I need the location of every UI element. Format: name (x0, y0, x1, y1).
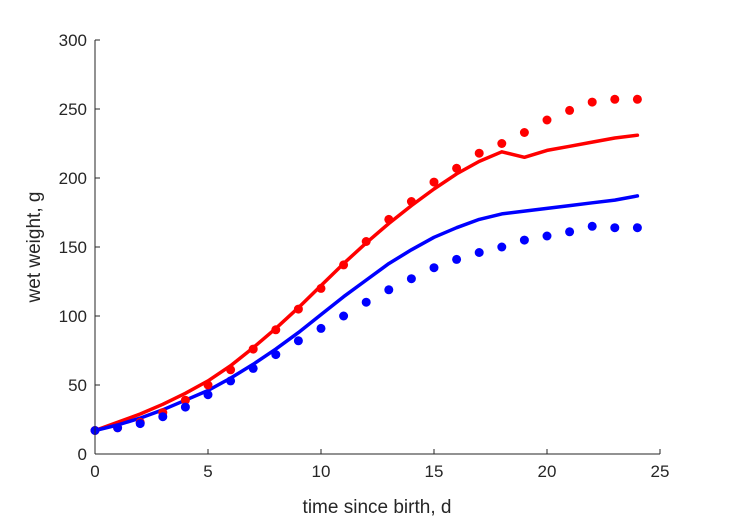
data-point-series-0 (180, 395, 190, 405)
data-point-series-0 (474, 148, 484, 158)
data-point-series-0 (452, 163, 462, 173)
data-point-series-0 (271, 325, 281, 335)
x-tick-label: 25 (651, 462, 670, 481)
y-tick-label: 100 (59, 307, 87, 326)
data-point-series-0 (248, 344, 258, 354)
x-tick-label: 10 (312, 462, 331, 481)
data-point-series-0 (361, 237, 371, 246)
data-point-series-0 (339, 260, 349, 270)
data-point-series-1 (587, 221, 597, 231)
y-tick-label: 50 (68, 376, 87, 395)
x-axis-label: time since birth, d (303, 497, 452, 518)
data-point-series-1 (610, 223, 620, 233)
data-point-series-1 (542, 231, 552, 241)
data-point-series-1 (180, 402, 190, 412)
data-point-series-1 (135, 419, 145, 429)
data-point-series-1 (361, 297, 371, 307)
data-point-series-1 (632, 223, 642, 233)
data-point-series-1 (226, 376, 236, 386)
x-tick-label: 0 (90, 462, 99, 481)
y-tick-label: 300 (59, 31, 87, 50)
x-tick-label: 5 (203, 462, 212, 481)
y-tick-label: 0 (78, 445, 87, 464)
data-point-series-0 (565, 105, 575, 115)
data-point-series-0 (316, 283, 326, 293)
data-point-series-0 (429, 177, 439, 187)
data-point-series-1 (565, 227, 575, 237)
data-point-series-1 (452, 254, 462, 264)
y-tick-label: 200 (59, 169, 87, 188)
data-point-series-0 (226, 365, 236, 375)
x-tick-label: 15 (425, 462, 444, 481)
data-point-series-1 (519, 235, 529, 245)
x-ticks: 0 5 10 15 20 25 (90, 449, 669, 481)
data-point-series-1 (406, 274, 416, 284)
data-point-series-1 (271, 350, 281, 360)
data-point-series-0 (406, 197, 416, 206)
data-point-series-0 (610, 94, 620, 104)
data-point-series-1 (429, 263, 439, 273)
data-point-series-1 (203, 390, 213, 400)
data-point-series-1 (339, 311, 349, 321)
data-point-series-1 (113, 423, 123, 433)
data-point-series-0 (293, 304, 303, 314)
data-point-series-0 (384, 214, 394, 224)
data-point-series-1 (158, 412, 168, 422)
y-tick-label: 250 (59, 100, 87, 119)
data-point-series-0 (497, 139, 507, 148)
x-tick-label: 20 (538, 462, 557, 481)
data-point-series-1 (474, 248, 484, 257)
data-point-series-1 (497, 242, 507, 252)
data-point-series-0 (542, 115, 552, 125)
y-axis-label: wet weight, g (24, 192, 45, 304)
data-point-series-0 (519, 128, 529, 137)
data-point-series-1 (316, 323, 326, 333)
plot-series (90, 94, 642, 435)
data-point-series-1 (293, 336, 303, 346)
data-point-series-0 (203, 380, 213, 390)
y-ticks: 0 50 100 150 200 250 300 (59, 31, 100, 464)
data-point-series-1 (248, 363, 258, 373)
data-point-series-1 (384, 285, 394, 295)
y-tick-label: 150 (59, 238, 87, 257)
data-point-series-0 (632, 94, 642, 104)
data-point-series-0 (587, 97, 597, 107)
